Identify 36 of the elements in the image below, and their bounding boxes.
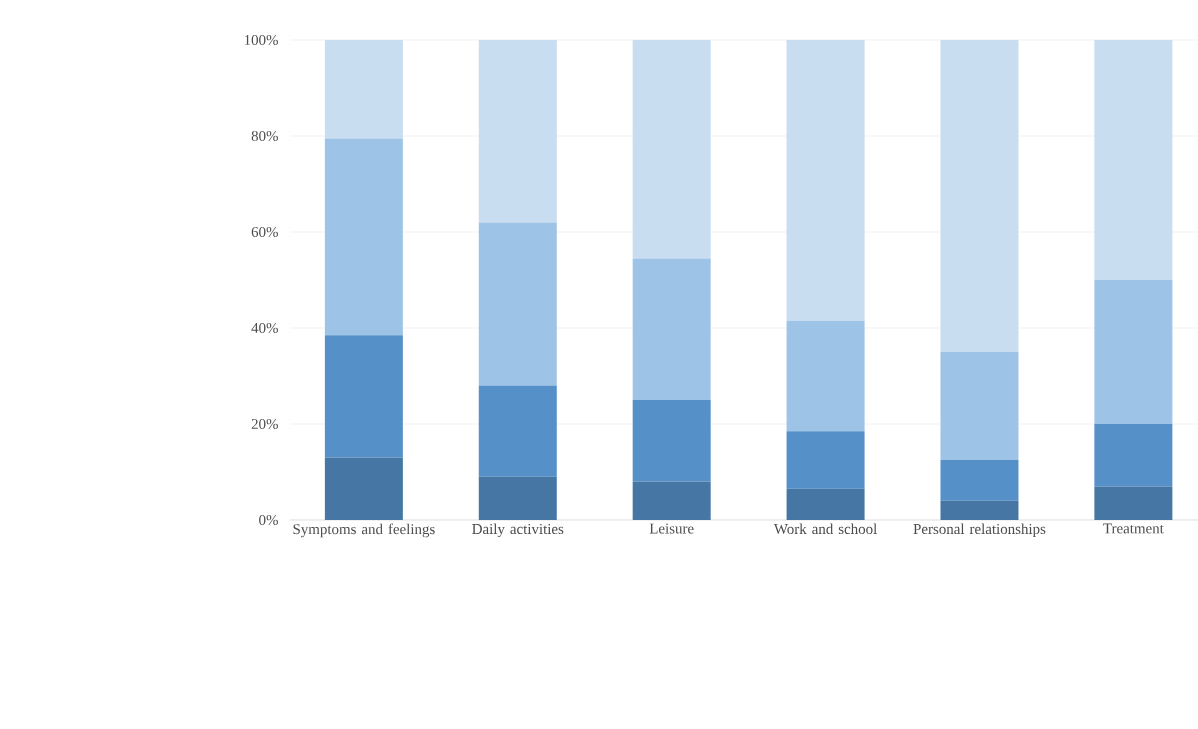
x-tick-label: Symptoms and feelings xyxy=(293,523,435,538)
bar xyxy=(940,500,1019,520)
x-tick-label: Work and school xyxy=(773,523,877,535)
bar xyxy=(940,39,1019,352)
y-tick-label: 20% xyxy=(251,418,278,430)
x-tick-label: Leisure xyxy=(649,523,694,534)
y-tick-label: 40% xyxy=(251,322,278,334)
x-tick-label: Personal relationships xyxy=(913,523,1046,538)
bar xyxy=(478,476,557,520)
x-tick-label: Treatment xyxy=(1103,523,1164,534)
bar xyxy=(632,258,711,400)
bar xyxy=(324,39,403,139)
bar xyxy=(1094,486,1173,520)
bar xyxy=(478,222,557,386)
y-tick-label: 0% xyxy=(259,514,278,526)
y-tick-label: 80% xyxy=(251,130,278,142)
bar xyxy=(786,320,865,432)
bar xyxy=(324,457,403,520)
y-tick-label: 60% xyxy=(251,226,278,238)
bar xyxy=(1094,39,1173,280)
bar xyxy=(1094,424,1173,487)
bar xyxy=(478,385,557,477)
y-tick-label: 100% xyxy=(244,34,278,46)
bar xyxy=(786,488,865,520)
bar xyxy=(786,431,865,489)
bar xyxy=(632,39,711,259)
bar xyxy=(324,138,403,336)
bar xyxy=(324,335,403,458)
bar xyxy=(632,400,711,482)
bar xyxy=(632,481,711,520)
x-tick-label: Daily activities xyxy=(472,523,564,538)
bar xyxy=(940,460,1019,501)
bar xyxy=(940,352,1019,460)
bar xyxy=(478,39,557,223)
bar xyxy=(786,39,865,321)
bar xyxy=(1094,280,1173,424)
